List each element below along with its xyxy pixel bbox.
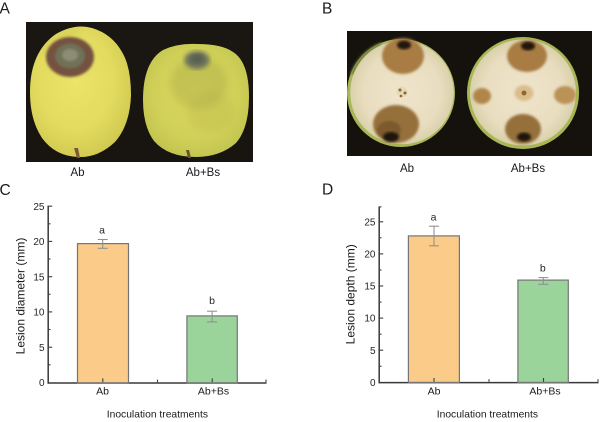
- svg-text:0: 0: [39, 378, 45, 389]
- svg-text:5: 5: [39, 343, 45, 354]
- svg-text:Ab+Bs: Ab+Bs: [511, 163, 545, 175]
- svg-text:25: 25: [364, 217, 376, 228]
- svg-text:25: 25: [33, 202, 45, 213]
- svg-text:Ab: Ab: [70, 167, 84, 179]
- svg-text:5: 5: [370, 346, 376, 357]
- svg-text:b: b: [209, 295, 215, 307]
- svg-text:20: 20: [364, 250, 376, 261]
- svg-text:Lesion diameter (mm): Lesion diameter (mm): [13, 238, 27, 355]
- svg-text:0: 0: [370, 378, 376, 389]
- svg-text:20: 20: [33, 237, 45, 248]
- svg-text:Inoculation treatments: Inoculation treatments: [437, 409, 538, 420]
- svg-text:C: C: [0, 182, 11, 199]
- svg-text:Ab+Bs: Ab+Bs: [529, 386, 560, 398]
- svg-text:a: a: [431, 211, 437, 223]
- svg-text:Lesion depth (mm): Lesion depth (mm): [343, 244, 357, 344]
- svg-text:Ab: Ab: [400, 163, 414, 175]
- svg-text:Inoculation treatments: Inoculation treatments: [107, 409, 208, 420]
- svg-text:Ab: Ab: [428, 386, 441, 398]
- svg-text:a: a: [99, 225, 105, 237]
- svg-text:B: B: [322, 1, 332, 18]
- svg-text:10: 10: [364, 314, 376, 325]
- svg-text:Ab+Bs: Ab+Bs: [198, 386, 229, 398]
- svg-text:15: 15: [364, 282, 376, 293]
- svg-text:Ab+Bs: Ab+Bs: [186, 167, 220, 179]
- svg-text:b: b: [540, 262, 546, 274]
- svg-text:Ab: Ab: [96, 386, 109, 398]
- svg-text:A: A: [0, 1, 11, 18]
- svg-text:10: 10: [33, 308, 45, 319]
- svg-text:D: D: [322, 181, 333, 198]
- svg-text:15: 15: [33, 272, 45, 283]
